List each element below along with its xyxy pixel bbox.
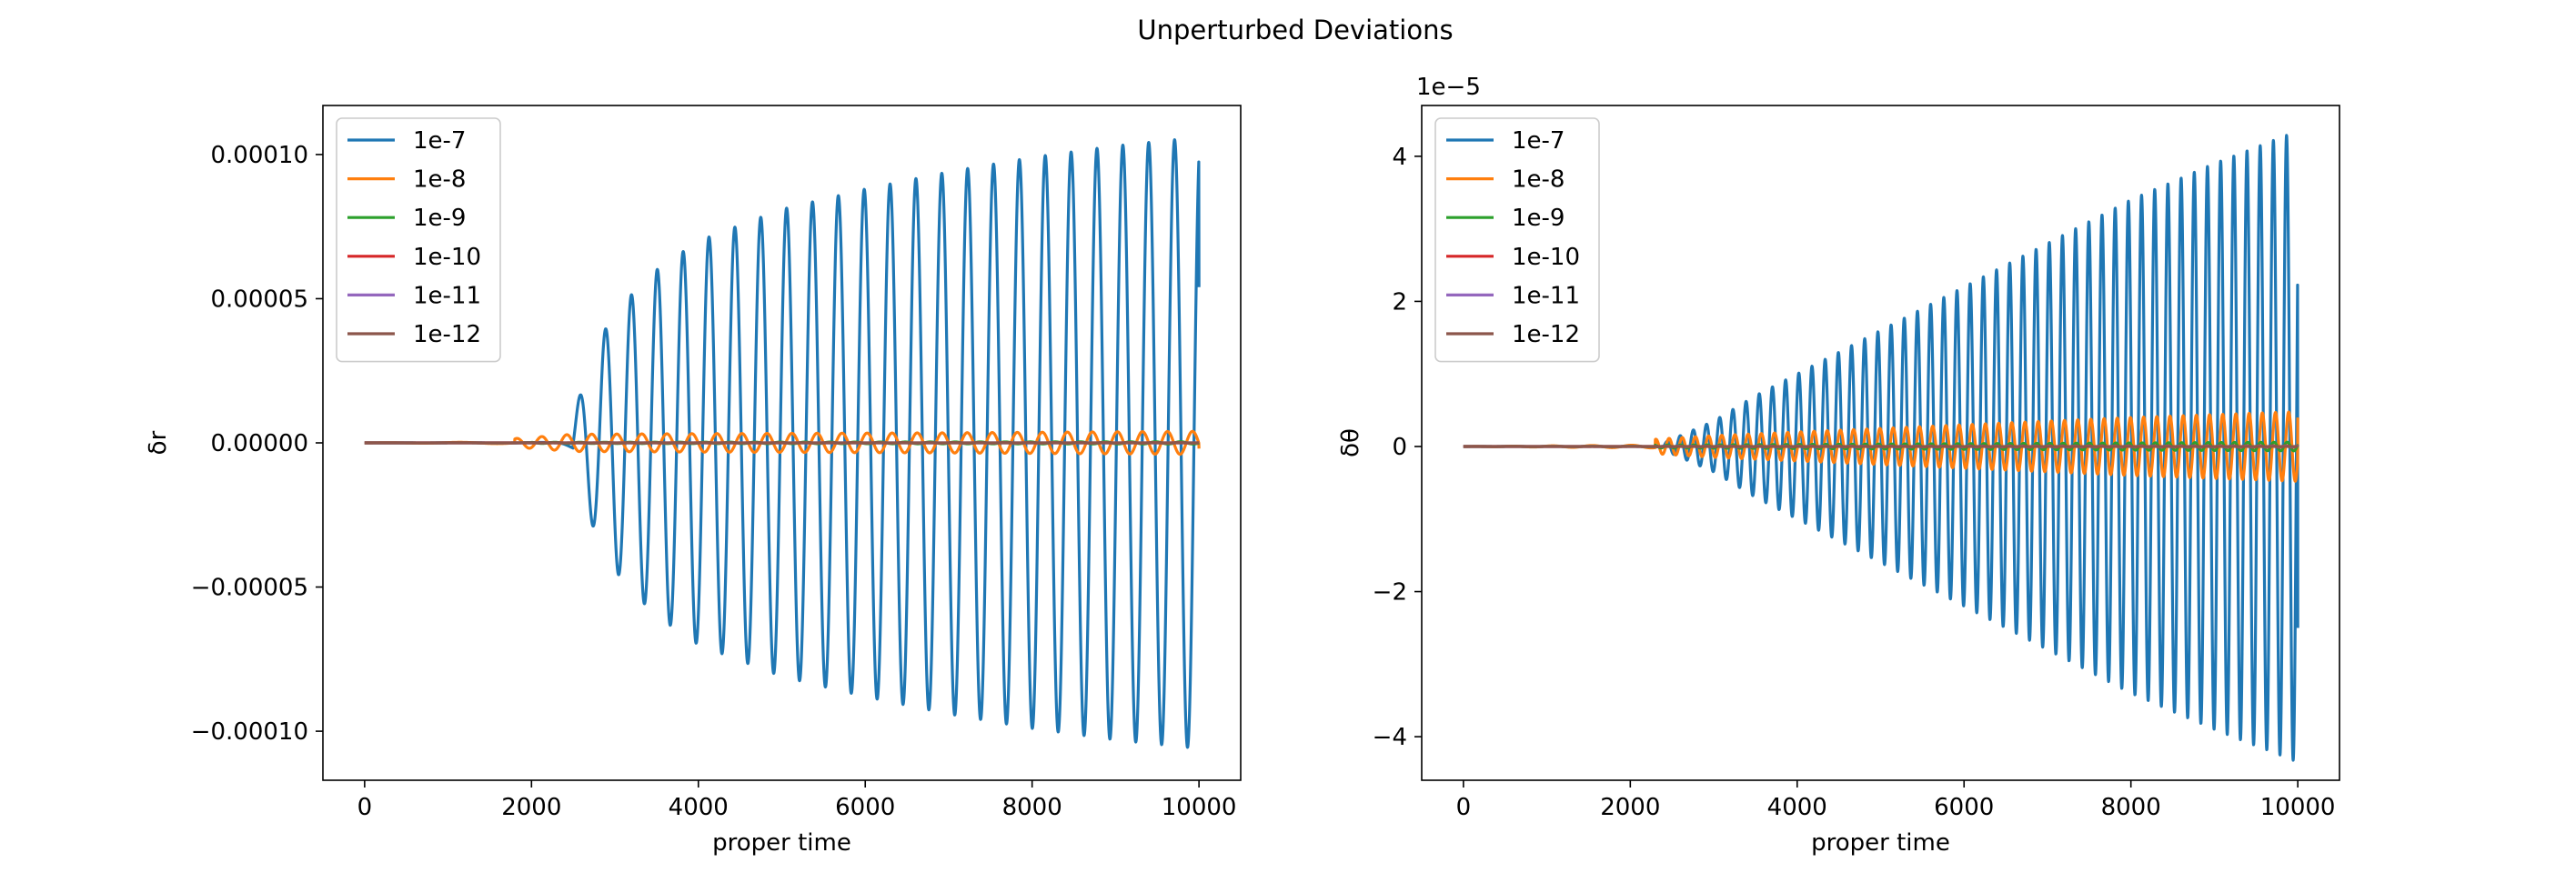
legend-label-1e-9: 1e-9 <box>413 205 466 232</box>
legend-label-1e-11: 1e-11 <box>1512 282 1580 309</box>
y-axis-label: δr <box>145 430 172 455</box>
x-tick-label: 8000 <box>1002 794 1062 821</box>
legend-label-1e-8: 1e-8 <box>413 166 466 194</box>
y-tick-label: −2 <box>1373 579 1407 607</box>
x-tick-label: 0 <box>1456 794 1472 821</box>
y-axis-label: δθ <box>1337 428 1364 457</box>
series-group <box>363 138 1201 749</box>
x-tick-label: 10000 <box>1162 794 1237 821</box>
figure-suptitle: Unperturbed Deviations <box>1137 15 1453 45</box>
x-tick-label: 8000 <box>2101 794 2161 821</box>
legend-label-1e-11: 1e-11 <box>413 282 481 309</box>
x-axis-label: proper time <box>712 829 851 857</box>
legend-label-1e-9: 1e-9 <box>1512 205 1565 232</box>
legend-label-1e-7: 1e-7 <box>1512 127 1565 155</box>
x-tick-label: 0 <box>357 794 373 821</box>
y-offset-text: 1e−5 <box>1416 74 1481 101</box>
y-tick-label: 0.00005 <box>210 286 308 313</box>
x-tick-label: 4000 <box>669 794 729 821</box>
y-tick-label: 0.00000 <box>210 430 308 457</box>
y-tick-label: 2 <box>1392 288 1407 316</box>
y-tick-label: −4 <box>1373 724 1407 751</box>
x-axis-label: proper time <box>1811 829 1950 857</box>
legend: 1e-7 1e-8 1e-9 1e-10 1e-11 1e-12 <box>1434 117 1600 363</box>
legend-label-1e-12: 1e-12 <box>413 321 481 348</box>
x-tick-label: 10000 <box>2260 794 2336 821</box>
legend-label-1e-10: 1e-10 <box>413 244 481 271</box>
y-tick-label: 4 <box>1392 144 1407 171</box>
legend-label-1e-7: 1e-7 <box>413 127 466 155</box>
y-tick-label: 0.00010 <box>210 142 308 169</box>
legend-label-1e-8: 1e-8 <box>1512 166 1565 194</box>
axes-frame <box>1421 105 2340 781</box>
y-tick-label: 0 <box>1392 434 1407 461</box>
legend: 1e-7 1e-8 1e-9 1e-10 1e-11 1e-12 <box>336 117 501 363</box>
x-tick-label: 6000 <box>835 794 895 821</box>
panel-delta-r: 0 2000 4000 6000 8000 10000 −0.00010 −0.00005 0.… <box>145 105 1242 857</box>
legend-label-1e-12: 1e-12 <box>1512 321 1580 348</box>
y-tick-label: −0.00010 <box>191 718 308 746</box>
x-tick-label: 2000 <box>1600 794 1660 821</box>
legend-label-1e-10: 1e-10 <box>1512 244 1580 271</box>
panel-delta-theta: 0 2000 4000 6000 8000 10000 −4 −2 0 2 4 proper time… <box>1337 74 2340 857</box>
x-tick-label: 6000 <box>1934 794 1994 821</box>
x-tick-label: 4000 <box>1767 794 1827 821</box>
y-tick-label: −0.00005 <box>191 575 308 602</box>
x-tick-label: 2000 <box>501 794 561 821</box>
series-group <box>1462 134 2299 762</box>
